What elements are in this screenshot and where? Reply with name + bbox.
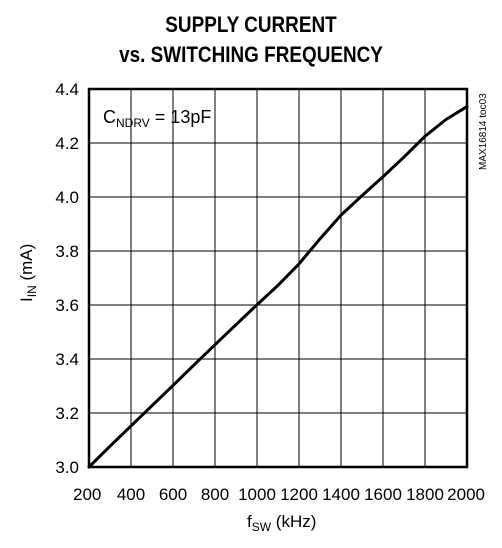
- x-tick-label: 600: [159, 485, 187, 504]
- chart-subtitle: vs. SWITCHING FREQUENCY: [119, 42, 383, 67]
- series-line: [87, 105, 469, 469]
- y-axis-label-sub: IN: [25, 285, 39, 297]
- x-tick-label: 200: [73, 485, 101, 504]
- plot-frame: [87, 87, 469, 469]
- x-axis-label: fSW (kHz): [247, 512, 316, 534]
- y-tick-labels: 3.0 3.2 3.4 3.6 3.8 4.0 4.2 4.4: [55, 80, 79, 477]
- x-tick-label: 1400: [322, 485, 360, 504]
- figure-code: MAX16814 toc03: [478, 93, 489, 170]
- y-axis-label-unit: (mA): [17, 244, 36, 286]
- annotation-sub: NDRV: [116, 116, 150, 130]
- x-tick-label: 1200: [280, 485, 318, 504]
- y-tick-label: 3.0: [55, 458, 79, 477]
- x-tick-label: 1000: [238, 485, 276, 504]
- y-tick-label: 3.8: [55, 242, 79, 261]
- x-tick-label: 400: [117, 485, 145, 504]
- x-axis-label-unit: (kHz): [271, 512, 316, 531]
- y-tick-label: 4.0: [55, 188, 79, 207]
- grid-lines: [88, 88, 468, 468]
- annotation-rest: = 13pF: [150, 107, 212, 127]
- annotation-main: C: [103, 107, 116, 127]
- x-tick-label: 2000: [447, 485, 485, 504]
- y-tick-label: 3.4: [55, 350, 79, 369]
- x-tick-label: 800: [201, 485, 229, 504]
- y-tick-label: 4.2: [55, 134, 79, 153]
- y-tick-label: 3.6: [55, 296, 79, 315]
- x-tick-label: 1600: [364, 485, 402, 504]
- y-axis-label-main: I: [17, 297, 36, 302]
- y-axis-label: IIN (mA): [17, 244, 39, 302]
- x-axis-label-sub: SW: [252, 520, 272, 534]
- x-axis-label-main: f: [247, 512, 252, 531]
- y-tick-label: 3.2: [55, 404, 79, 423]
- y-tick-label: 4.4: [55, 80, 79, 99]
- chart-title: SUPPLY CURRENT: [165, 12, 337, 37]
- capacitance-annotation: CNDRV = 13pF: [103, 107, 211, 130]
- x-tick-label: 1800: [406, 485, 444, 504]
- x-tick-labels: 200 400 600 800 1000 1200 1400 1600 1800 2000: [73, 485, 485, 504]
